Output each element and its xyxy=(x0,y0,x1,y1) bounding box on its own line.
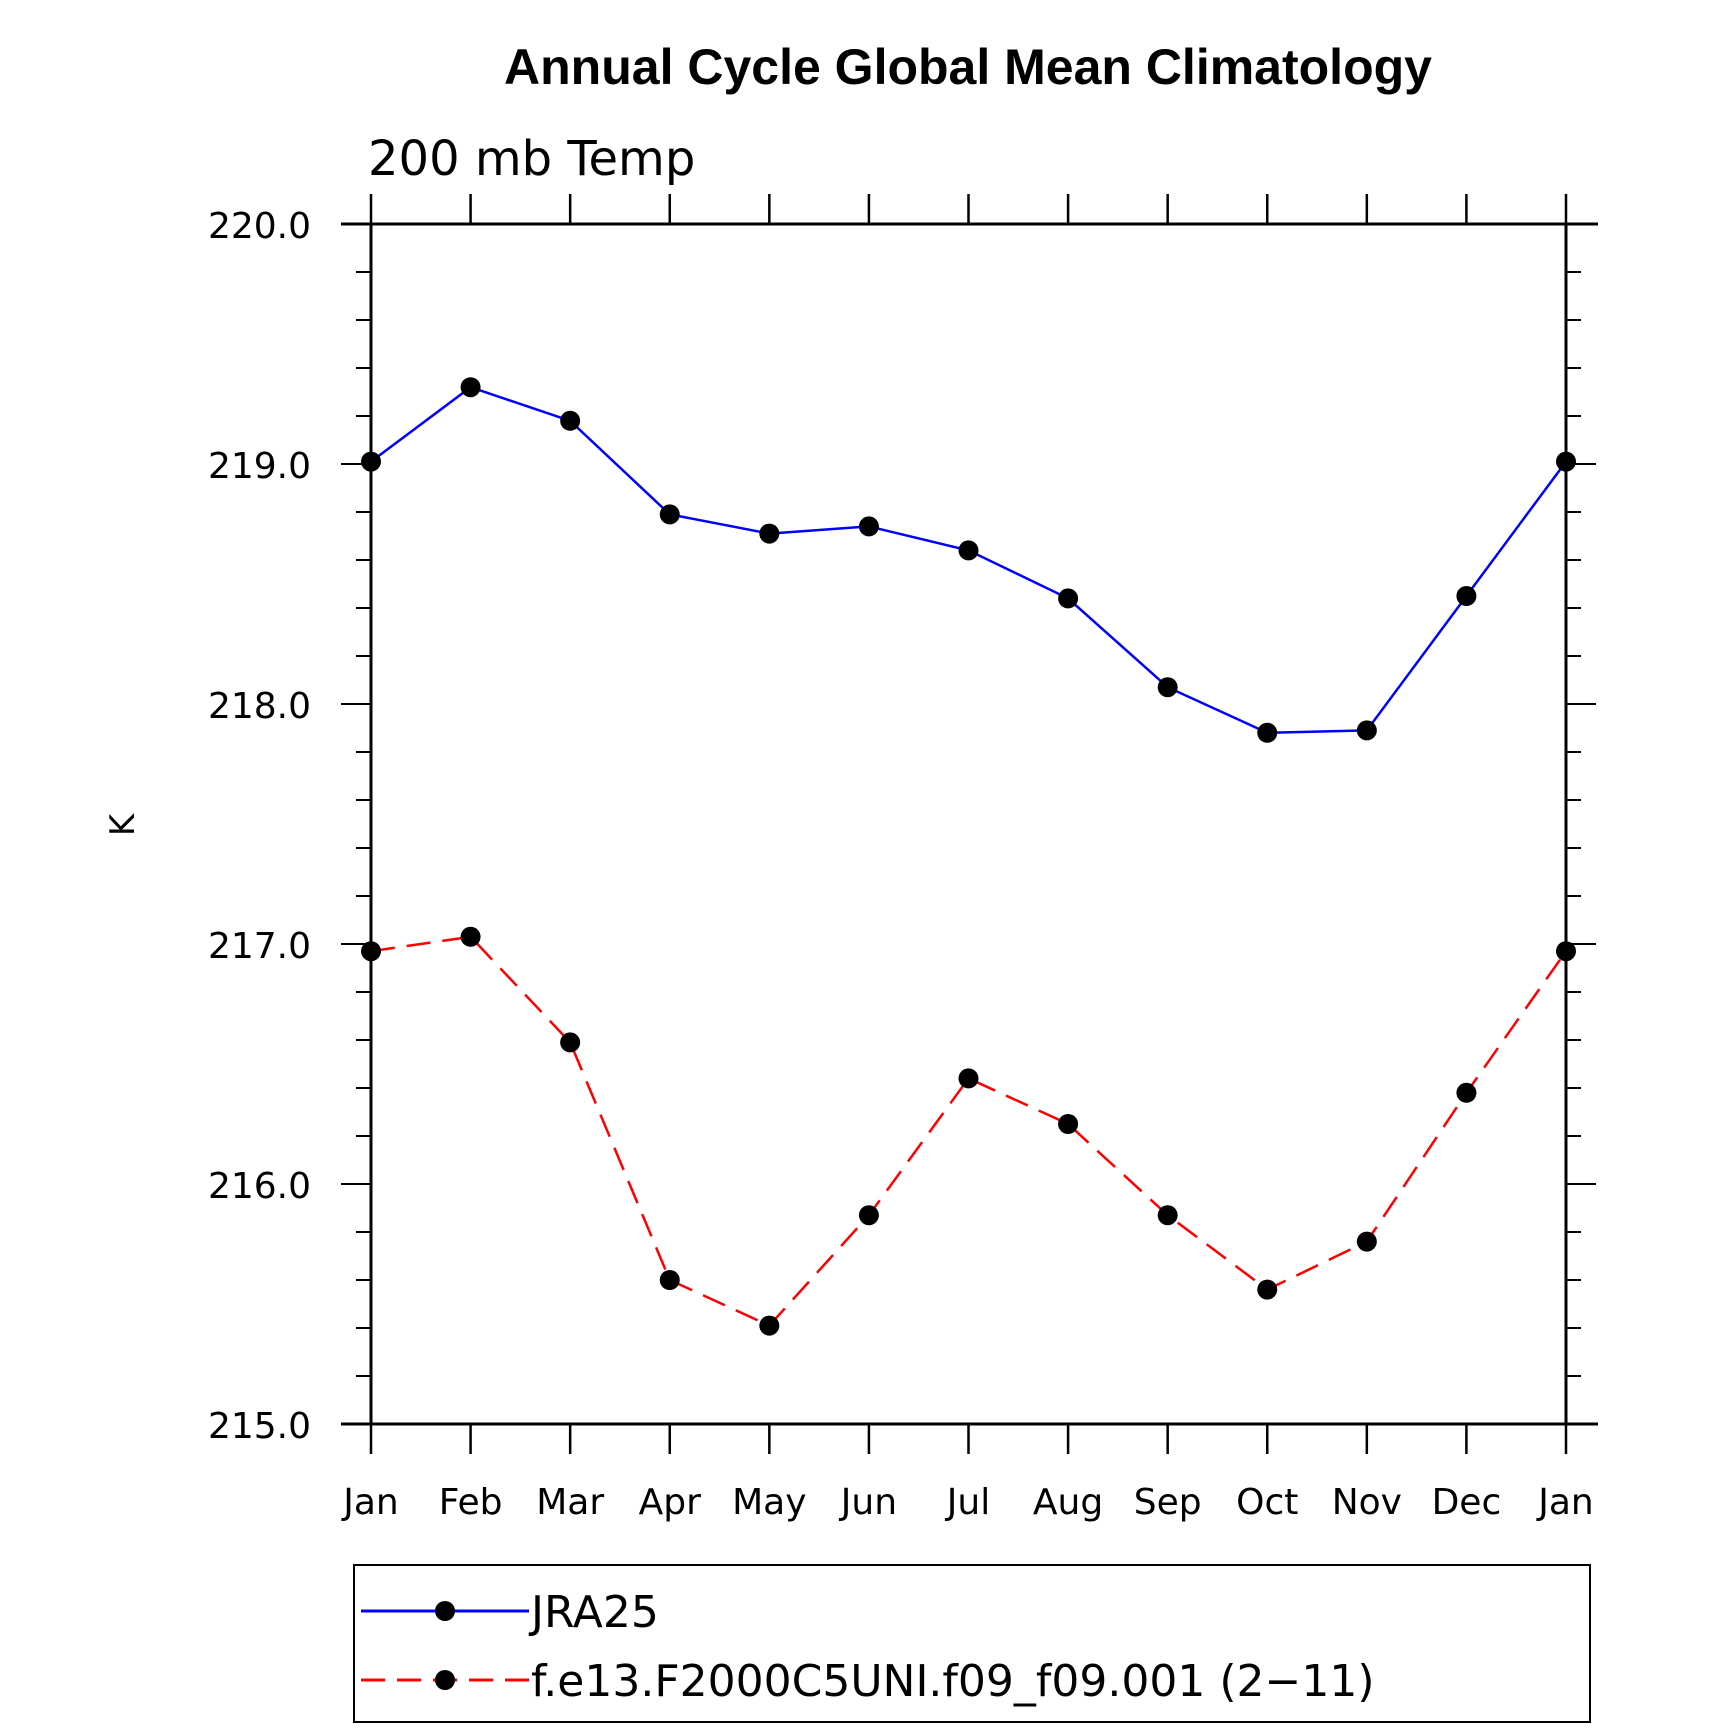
data-point xyxy=(361,451,381,472)
legend-box xyxy=(353,1564,1591,1723)
x-tick-label: Oct xyxy=(1236,1482,1298,1523)
data-point xyxy=(1456,586,1477,606)
data-point xyxy=(1157,1205,1178,1226)
data-point xyxy=(659,504,680,525)
series-0 xyxy=(361,377,1576,743)
series-1 xyxy=(361,926,1576,1336)
data-point xyxy=(1257,1279,1278,1300)
data-point xyxy=(560,410,581,431)
x-tick-label: Aug xyxy=(1033,1482,1103,1523)
data-point xyxy=(1157,677,1178,698)
data-point xyxy=(1058,588,1079,609)
data-point xyxy=(560,1032,581,1053)
data-point xyxy=(1456,1082,1477,1103)
legend-label-1: f.e13.F2000C5UNI.f09_f09.001 (2−11) xyxy=(531,1656,1375,1707)
data-point xyxy=(361,941,381,962)
x-tick-label: Feb xyxy=(439,1482,503,1523)
data-point xyxy=(659,1270,680,1290)
chart-title: Annual Cycle Global Mean Climatology xyxy=(504,39,1432,95)
data-series xyxy=(361,377,1576,1336)
x-tick-label: Dec xyxy=(1432,1482,1502,1523)
x-tick-label: Mar xyxy=(536,1482,604,1523)
legend-marker-1 xyxy=(435,1670,455,1690)
chart-subtitle: 200 mb Temp xyxy=(368,131,695,187)
data-point xyxy=(958,1068,979,1089)
data-point xyxy=(958,540,979,561)
x-tick-label: Jul xyxy=(945,1482,990,1523)
data-point xyxy=(1556,451,1576,472)
plot-axes xyxy=(341,194,1598,1454)
data-point xyxy=(460,926,481,947)
x-tick-label: Jan xyxy=(1536,1482,1594,1523)
y-tick-label: 219.0 xyxy=(208,446,311,487)
series-line xyxy=(370,935,1568,1328)
legend-label-0: JRA25 xyxy=(528,1587,659,1638)
x-tick-label: Jan xyxy=(341,1482,399,1523)
x-tick-label: Apr xyxy=(639,1482,701,1523)
legend: JRA25 f.e13.F2000C5UNI.f09_f09.001 (2−11) xyxy=(353,1564,1591,1723)
data-point xyxy=(759,523,780,544)
data-point xyxy=(858,1205,879,1226)
data-point xyxy=(759,1315,780,1336)
y-tick-label: 215.0 xyxy=(208,1406,311,1447)
y-axis-tick-labels: 215.0 216.0 217.0 218.0 219.0 220.0 xyxy=(208,206,311,1447)
data-point xyxy=(1257,722,1278,743)
y-tick-label: 220.0 xyxy=(208,206,311,247)
x-tick-label: Nov xyxy=(1332,1482,1402,1523)
y-tick-label: 218.0 xyxy=(208,686,311,727)
y-axis-label: K xyxy=(103,812,143,836)
data-point xyxy=(1356,1231,1377,1252)
x-tick-label: Jun xyxy=(839,1482,897,1523)
data-point xyxy=(1556,941,1576,962)
data-point xyxy=(460,377,481,398)
x-axis-tick-labels: Jan Feb Mar Apr May Jun Jul Aug Sep Oct Nov Dec Jan xyxy=(341,1482,1594,1523)
y-tick-label: 217.0 xyxy=(208,926,311,967)
y-tick-label: 216.0 xyxy=(208,1166,311,1207)
x-tick-label: Sep xyxy=(1134,1482,1202,1523)
x-tick-label: May xyxy=(732,1482,806,1523)
data-point xyxy=(858,516,879,537)
legend-marker-0 xyxy=(435,1601,455,1621)
data-point xyxy=(1058,1114,1079,1134)
data-point xyxy=(1356,720,1377,741)
